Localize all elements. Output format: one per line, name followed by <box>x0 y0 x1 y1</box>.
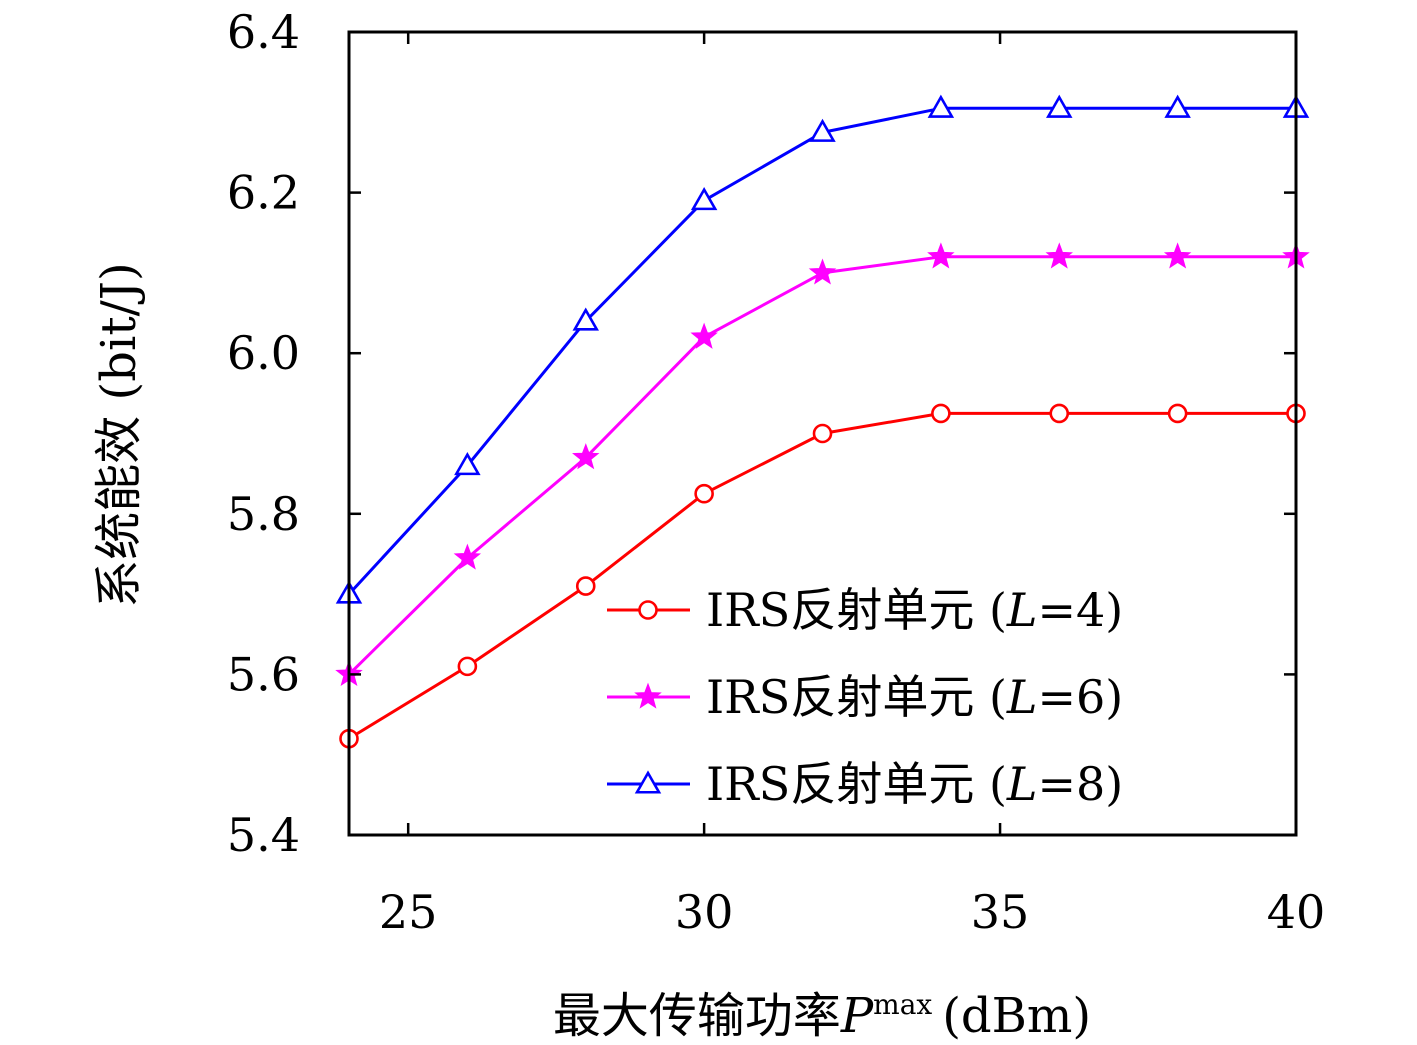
x-axis-title-unit: (dBm) <box>942 988 1091 1044</box>
legend-marker <box>634 682 662 709</box>
data-point <box>453 543 482 570</box>
legend-marker <box>638 600 658 620</box>
data-point <box>690 187 718 211</box>
data-point <box>927 242 955 269</box>
y-tick-label: 5.4 <box>227 808 300 862</box>
data-point <box>808 258 837 285</box>
x-tick-label: 25 <box>379 885 438 939</box>
data-point <box>931 403 951 424</box>
legend-entry: IRS反射单元 (L=8) <box>607 757 1123 811</box>
y-tick-label: 6.0 <box>227 326 300 380</box>
data-point <box>809 118 836 142</box>
legend-entry: IRS反射单元 (L=6) <box>607 670 1123 724</box>
series-layer <box>335 94 1310 749</box>
x-tick-label: 35 <box>971 885 1030 939</box>
data-point <box>572 307 599 331</box>
data-point <box>812 423 833 444</box>
y-tick-label: 5.8 <box>227 487 300 541</box>
data-point <box>694 483 714 504</box>
y-tick-label: 6.4 <box>227 5 300 59</box>
data-point <box>1045 242 1073 269</box>
data-point <box>690 322 718 349</box>
data-point <box>457 656 478 677</box>
data-point <box>1167 403 1188 424</box>
legend-marker <box>634 770 662 794</box>
data-point <box>1046 94 1073 118</box>
legend-entry: IRS反射单元 (L=4) <box>607 583 1123 637</box>
series-2 <box>335 94 1310 604</box>
data-point <box>927 94 955 118</box>
legend-label: IRS反射单元 (L=6) <box>706 670 1123 724</box>
series-line <box>347 106 1296 596</box>
legend: IRS反射单元 (L=4) IRS反射单元 (L=6) IRS反射单元 (L=8) <box>607 583 1123 811</box>
y-tick-label: 5.6 <box>227 647 300 701</box>
x-axis-title-superscript: max <box>873 988 932 1021</box>
plot-area-frame <box>347 30 1298 837</box>
data-point <box>454 451 481 476</box>
data-point <box>1049 403 1070 424</box>
legend-label: IRS反射单元 (L=8) <box>706 757 1123 811</box>
axis-ticks: 25 30 35 40 5.4 5.6 5.8 6.0 6.2 6.4 <box>227 5 1325 939</box>
x-axis-title-symbol: P <box>840 988 874 1044</box>
y-tick-label: 6.2 <box>227 166 300 220</box>
x-axis-title: 最大传输功率Pmax (dBm) <box>553 988 1091 1044</box>
x-tick-label: 40 <box>1267 885 1326 939</box>
data-point <box>575 576 596 596</box>
data-point <box>1164 94 1191 118</box>
data-point <box>1163 242 1192 269</box>
legend-label: IRS反射单元 (L=4) <box>706 583 1123 637</box>
x-axis-title-text: 最大传输功率 <box>553 988 841 1044</box>
y-axis-title: 系统能效 (bit/J) <box>91 262 147 608</box>
series-1 <box>335 242 1310 687</box>
data-point <box>572 443 600 470</box>
x-tick-label: 30 <box>675 885 734 939</box>
series-0 <box>339 403 1306 749</box>
